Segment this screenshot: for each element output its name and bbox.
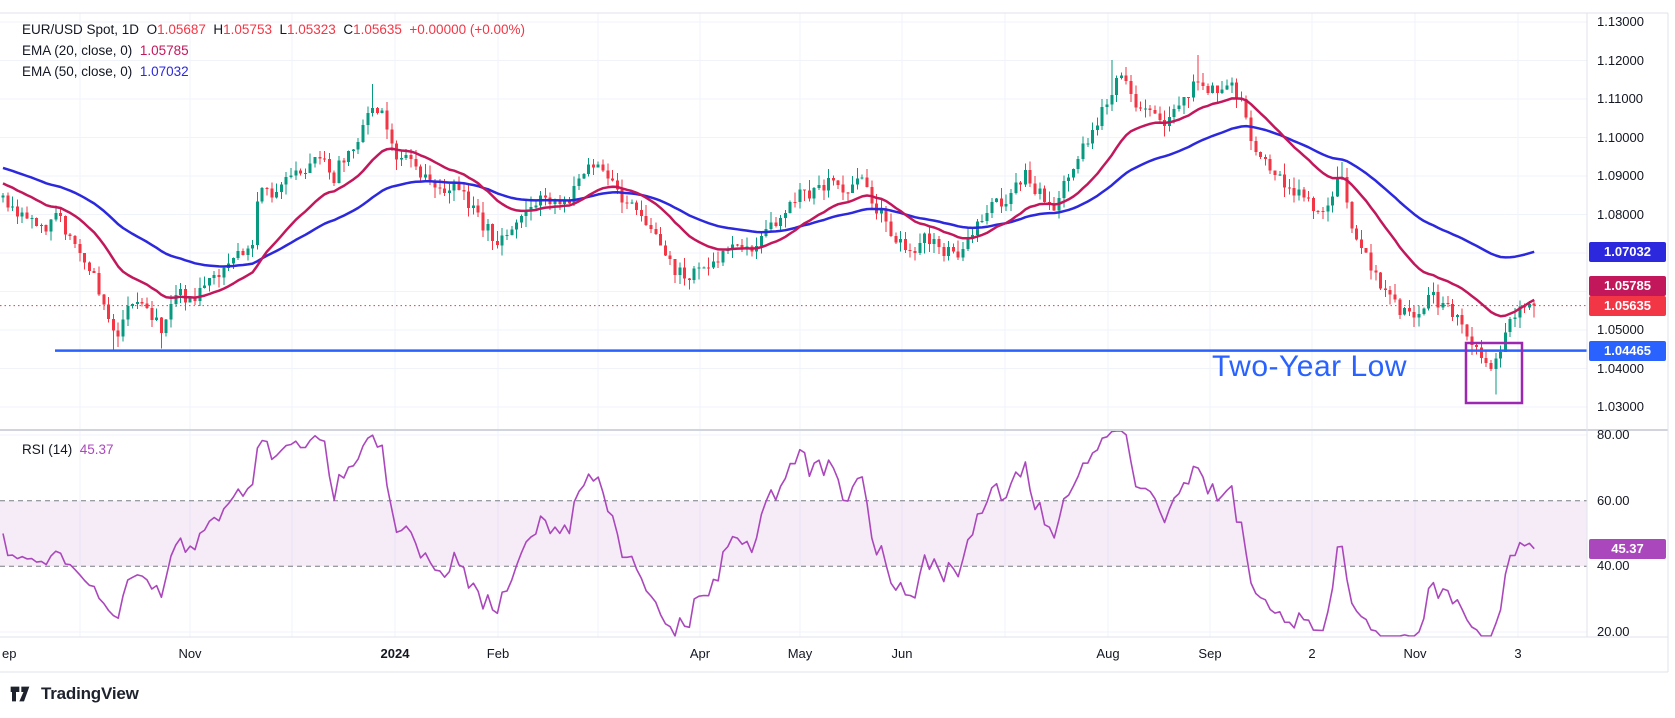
- price-badge: 1.04465: [1589, 340, 1666, 361]
- ohlc-open-value: 1.05687: [157, 22, 206, 37]
- time-gridlines: [79, 13, 1519, 637]
- time-axis-label: 2: [1308, 646, 1316, 661]
- rsi-levels: [0, 434, 1587, 633]
- ema50-value: 1.07032: [139, 64, 189, 79]
- highlight-rect[interactable]: [1464, 341, 1524, 405]
- ema20-label: EMA (20, close, 0): [22, 43, 133, 58]
- ohlc-close-value: 1.05635: [353, 22, 402, 37]
- price-axis-label: 1.13000: [1597, 14, 1644, 29]
- rsi-label: RSI (14): [22, 442, 73, 457]
- rsi-value: 45.37: [79, 442, 114, 457]
- time-axis-label: May: [787, 646, 813, 661]
- two-year-low-annotation[interactable]: Two-Year Low: [1212, 350, 1407, 383]
- ema50-legend[interactable]: EMA (50, close, 0) 1.07032: [22, 64, 189, 79]
- price-axis-label: 1.08000: [1597, 206, 1644, 222]
- price-axis-label: 1.12000: [1597, 52, 1644, 68]
- price-axis-label: 1.11000: [1597, 91, 1644, 106]
- ema20-line[interactable]: [2, 97, 1535, 318]
- time-axis-label: Aug: [1096, 646, 1120, 661]
- symbol-title: EUR/USD Spot, 1D: [22, 22, 140, 37]
- ohlc-high-label: H: [213, 22, 224, 37]
- time-axis-label: Apr: [689, 646, 711, 661]
- time-axis-label: 2024: [380, 646, 410, 661]
- time-axis-label: Jun: [891, 646, 913, 661]
- ohlc-low-label: L: [279, 22, 287, 37]
- time-axis-label: Nov: [1403, 646, 1427, 661]
- price-badge: 1.07032: [1589, 241, 1666, 262]
- price-badge: 1.05635: [1589, 295, 1666, 316]
- ema50-line[interactable]: [2, 124, 1535, 268]
- price-badge: 45.37: [1589, 538, 1666, 559]
- rsi-line[interactable]: [2, 430, 1535, 637]
- tradingview-attribution[interactable]: TradingView: [10, 684, 139, 704]
- time-axis-label: Nov: [178, 646, 202, 661]
- rsi-legend[interactable]: RSI (14) 45.37: [22, 442, 114, 457]
- price-axis-label: 1.05000: [1597, 322, 1644, 337]
- time-axis-label: Feb: [486, 646, 510, 661]
- price-axis-label: 40.00: [1597, 558, 1630, 574]
- price-axis-label: 1.04000: [1597, 360, 1644, 376]
- price-axis-label: 20.00: [1597, 624, 1630, 639]
- time-axis-label: ep: [2, 646, 17, 661]
- change-value: +0.00000 (+0.00%): [409, 22, 525, 37]
- ohlc-low-value: 1.05323: [287, 22, 336, 37]
- ohlc-close-label: C: [343, 22, 354, 37]
- price-axis-label: 1.03000: [1597, 399, 1644, 414]
- symbol-legend[interactable]: EUR/USD Spot, 1D O1.05687 H1.05753 L1.05…: [22, 22, 525, 37]
- tradingview-logo-text: TradingView: [41, 684, 139, 703]
- price-badge: 1.05785: [1589, 275, 1666, 296]
- pane-borders: [0, 12, 1669, 673]
- time-axis-label: Sep: [1198, 646, 1222, 661]
- ema20-value: 1.05785: [139, 43, 189, 58]
- ema20-legend[interactable]: EMA (20, close, 0) 1.05785: [22, 43, 189, 58]
- tradingview-logo-icon: [10, 686, 30, 702]
- price-gridlines: [0, 21, 1587, 408]
- price-axis-label: 1.09000: [1597, 168, 1644, 183]
- ohlc-high-value: 1.05753: [223, 22, 272, 37]
- ema50-label: EMA (50, close, 0): [22, 64, 133, 79]
- candles-layer: [1, 55, 1536, 395]
- price-axis-label: 80.00: [1597, 427, 1630, 442]
- time-axis-label: 3: [1514, 646, 1522, 661]
- ohlc-open-label: O: [146, 22, 158, 37]
- price-axis-label: 60.00: [1597, 492, 1630, 508]
- price-axis-label: 1.10000: [1597, 129, 1644, 145]
